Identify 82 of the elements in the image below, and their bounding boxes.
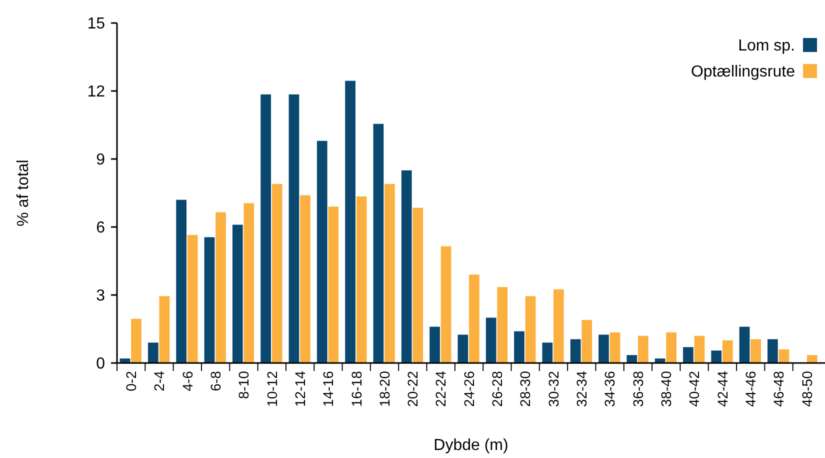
x-tick-label: 6-8 bbox=[207, 370, 224, 392]
bar bbox=[750, 339, 761, 363]
x-tick-label: 34-36 bbox=[602, 370, 618, 407]
x-tick-label: 4-6 bbox=[179, 370, 196, 392]
bar bbox=[582, 320, 592, 363]
bar bbox=[373, 124, 384, 363]
bar bbox=[260, 94, 271, 363]
bar bbox=[176, 200, 186, 363]
bar bbox=[187, 234, 198, 363]
bar bbox=[638, 336, 648, 363]
x-tick-label: 28-30 bbox=[517, 370, 534, 407]
y-tick-label: 9 bbox=[96, 152, 106, 169]
bar bbox=[767, 339, 778, 363]
x-tick-label: 38-40 bbox=[658, 370, 674, 407]
y-tick-label: 6 bbox=[96, 220, 106, 237]
bar bbox=[469, 274, 480, 363]
bar bbox=[497, 287, 508, 363]
bar bbox=[148, 342, 158, 363]
y-axis-title: % af total bbox=[15, 160, 32, 226]
y-tick-label: 15 bbox=[87, 16, 106, 33]
bar bbox=[806, 355, 818, 363]
bar bbox=[244, 203, 254, 363]
bar bbox=[739, 326, 750, 363]
bar bbox=[345, 80, 356, 363]
bar bbox=[356, 196, 367, 363]
bar bbox=[401, 170, 412, 363]
bar bbox=[384, 184, 395, 363]
bar bbox=[232, 224, 243, 363]
y-tick-label: 3 bbox=[96, 288, 106, 305]
x-tick-label: 26-28 bbox=[489, 370, 506, 407]
y-tick-label: 0 bbox=[96, 356, 106, 373]
bar bbox=[316, 140, 328, 363]
bar bbox=[412, 208, 424, 363]
bar bbox=[598, 334, 609, 363]
x-tick-label: 30-32 bbox=[545, 370, 562, 407]
x-tick-label: 8-10 bbox=[236, 370, 252, 400]
x-tick-label: 2-4 bbox=[151, 370, 168, 392]
x-tick-label: 22-24 bbox=[432, 370, 449, 407]
x-tick-label: 44-46 bbox=[742, 370, 758, 407]
bar bbox=[300, 195, 310, 363]
x-tick-label: 12-14 bbox=[292, 370, 308, 407]
x-tick-label: 24-26 bbox=[460, 370, 477, 407]
bar bbox=[542, 342, 553, 363]
x-tick-label: 46-48 bbox=[770, 370, 787, 407]
legend-label: Lom sp. bbox=[738, 38, 795, 55]
bar bbox=[778, 349, 790, 363]
bar bbox=[328, 206, 339, 363]
x-tick-label: 18-20 bbox=[376, 370, 392, 407]
bar bbox=[458, 334, 468, 363]
bar bbox=[204, 237, 215, 363]
bar bbox=[610, 332, 620, 363]
bar bbox=[272, 184, 282, 363]
bar bbox=[683, 347, 694, 363]
bar bbox=[626, 355, 638, 363]
x-tick-label: 48-50 bbox=[798, 370, 815, 407]
x-tick-label: 16-18 bbox=[348, 370, 364, 407]
bar bbox=[131, 318, 142, 363]
x-tick-label: 32-34 bbox=[574, 370, 590, 407]
bar bbox=[288, 94, 300, 363]
x-tick-label: 36-38 bbox=[630, 370, 646, 407]
y-tick-label: 12 bbox=[87, 84, 106, 101]
bar bbox=[514, 331, 524, 363]
bar bbox=[525, 296, 536, 363]
bar bbox=[159, 296, 170, 363]
bar bbox=[570, 339, 581, 363]
x-tick-label: 14-16 bbox=[320, 370, 336, 407]
x-axis-title: Dybde (m) bbox=[434, 437, 508, 454]
bar bbox=[440, 246, 452, 363]
x-tick-label: 10-12 bbox=[264, 370, 280, 407]
bar bbox=[722, 340, 733, 363]
x-tick-label: 20-22 bbox=[404, 370, 421, 407]
x-tick-label: 40-42 bbox=[686, 370, 702, 407]
legend-label: Optællingsrute bbox=[690, 64, 796, 81]
bar bbox=[666, 332, 676, 363]
bar bbox=[711, 350, 722, 363]
bar bbox=[430, 326, 440, 363]
bar bbox=[486, 318, 496, 363]
x-tick-label: 42-44 bbox=[714, 370, 730, 407]
bar bbox=[694, 336, 705, 363]
bar bbox=[553, 289, 564, 363]
x-tick-label: 0-2 bbox=[122, 370, 139, 392]
bar bbox=[216, 212, 226, 363]
